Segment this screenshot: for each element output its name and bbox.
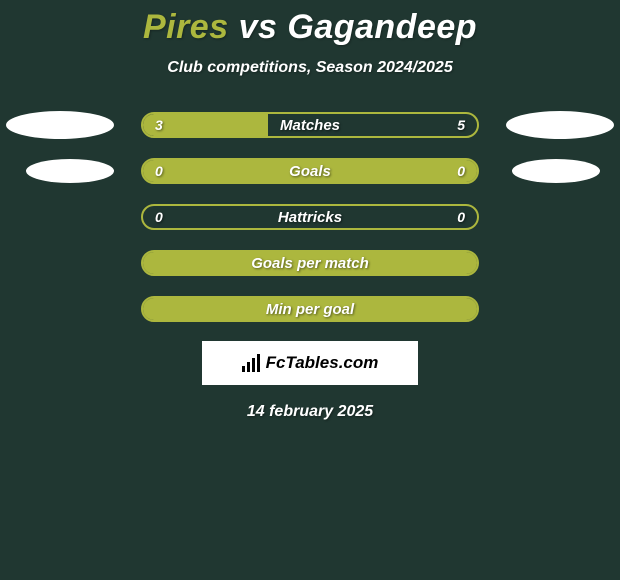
player1-oval [26,159,114,183]
stat-row: Min per goal [0,295,620,323]
stat-label: Matches [143,117,477,134]
page-title: Pires vs Gagandeep [0,8,620,47]
date-line: 14 february 2025 [0,403,620,421]
player2-oval [506,111,614,139]
player1-name: Pires [143,8,229,46]
subtitle: Club competitions, Season 2024/2025 [0,59,620,77]
logo-inner: FcTables.com [242,353,379,373]
logo-text: FcTables.com [266,353,379,373]
player1-oval [6,111,114,139]
player2-name: Gagandeep [287,8,477,46]
logo-box: FcTables.com [202,341,418,385]
stat-label: Goals per match [143,255,477,272]
stat-row: 00Hattricks [0,203,620,231]
stat-label: Hattricks [143,209,477,226]
stat-row: 35Matches [0,111,620,139]
stat-bar: Min per goal [141,296,479,322]
stat-label: Min per goal [143,301,477,318]
chart-icon [242,354,260,372]
stats-rows: 35Matches 00Goals 00Hattricks Goals per mat… [0,111,620,323]
main-container: Pires vs Gagandeep Club competitions, Se… [0,0,620,421]
stat-row: Goals per match [0,249,620,277]
player2-oval [512,159,600,183]
vs-text: vs [239,8,278,46]
stat-label: Goals [143,163,477,180]
stat-bar: 00Goals [141,158,479,184]
stat-row: 00Goals [0,157,620,185]
stat-bar: Goals per match [141,250,479,276]
stat-bar: 00Hattricks [141,204,479,230]
stat-bar: 35Matches [141,112,479,138]
